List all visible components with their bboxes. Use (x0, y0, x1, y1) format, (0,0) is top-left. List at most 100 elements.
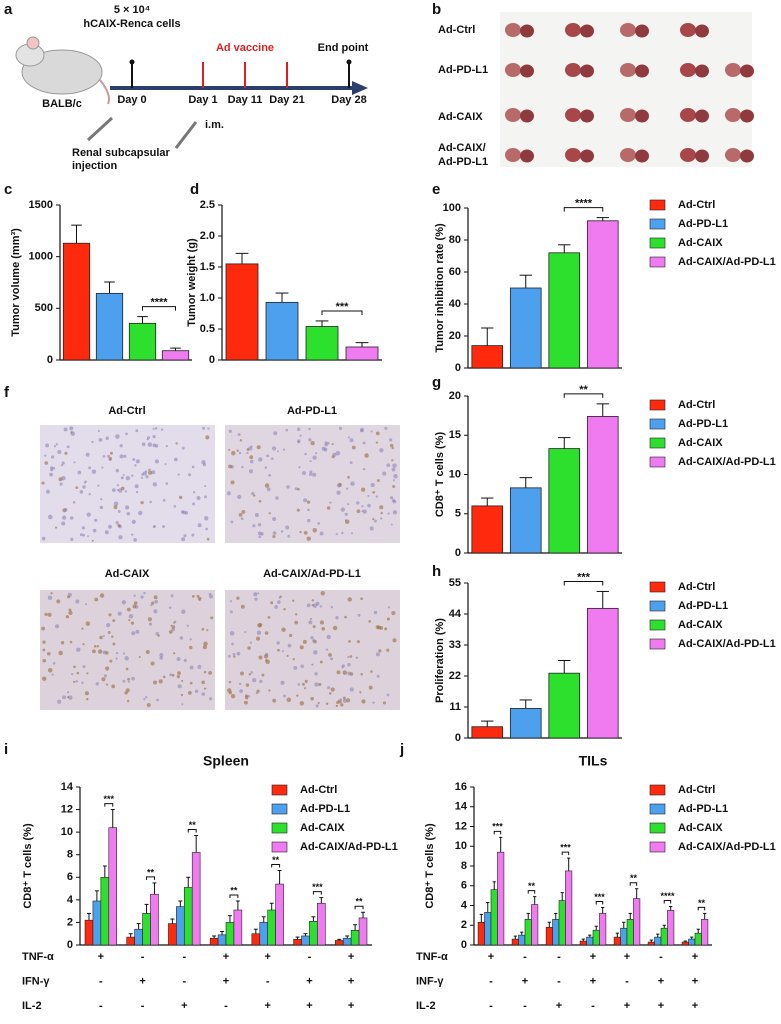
condition-value: - (557, 951, 561, 963)
stain-dot (332, 452, 337, 457)
stain-dot (63, 427, 68, 432)
stain-dot (272, 534, 276, 539)
stain-dot (115, 657, 118, 660)
stain-dot (152, 427, 155, 430)
condition-value: + (223, 951, 229, 963)
stain-dot (320, 591, 325, 596)
stain-dot (186, 624, 189, 627)
significance-bracket (229, 894, 239, 898)
stain-dot (372, 490, 376, 494)
stain-dot (321, 626, 326, 631)
significance-bracket (629, 882, 638, 886)
significance-bracket (271, 864, 281, 868)
y-axis-label: CD8⁺ T cells (%) (424, 823, 436, 909)
condition-name: INF-γ (416, 975, 444, 987)
stain-dot (85, 452, 90, 457)
stain-dot (368, 685, 373, 690)
legend-label: Ad-Ctrl (678, 581, 715, 593)
y-tick-label: 6 (461, 880, 467, 892)
bar (309, 920, 318, 946)
stain-dot (355, 656, 359, 659)
stain-dot (335, 450, 341, 456)
stain-dot (102, 634, 105, 638)
stain-dot (201, 680, 205, 685)
y-tick-label: 8 (67, 849, 73, 861)
stain-dot (47, 667, 53, 673)
legend-swatch (649, 456, 666, 468)
stain-dot (128, 614, 134, 619)
bar (358, 917, 368, 946)
stain-dot (252, 677, 257, 683)
strain: BALB/c (42, 98, 82, 110)
stain-dot (382, 471, 387, 476)
stain-dot (314, 682, 319, 687)
tumor (725, 63, 741, 77)
stain-dot (351, 445, 356, 450)
stain-dot (77, 470, 82, 475)
stain-dot (91, 539, 94, 542)
stain-dot (203, 687, 207, 690)
stain-dot (335, 704, 339, 708)
stain-dot (67, 696, 70, 699)
stain-dot (327, 686, 331, 690)
stain-dot (179, 636, 184, 640)
stain-dot (319, 605, 322, 608)
stain-dot (367, 494, 370, 497)
significance-bracket (563, 580, 604, 586)
stain-dot (256, 445, 261, 450)
stain-dot (282, 448, 286, 451)
significance-bracket (146, 876, 155, 880)
y-tick-label: 15 (449, 429, 461, 441)
stain-dot (126, 699, 130, 703)
significance-label: ** (272, 855, 280, 865)
stain-dot (175, 442, 178, 445)
stain-dot (277, 648, 280, 652)
condition-value: + (348, 975, 354, 987)
stain-dot (296, 508, 300, 512)
legend-swatch (649, 841, 666, 853)
y-tick-label: 10 (449, 468, 461, 480)
stain-dot (171, 627, 176, 632)
stain-dot (283, 694, 287, 698)
stain-dot (308, 472, 313, 476)
stain-dot (375, 441, 379, 444)
legend-swatch (271, 822, 288, 834)
significance-bracket (527, 890, 536, 894)
stain-dot (135, 629, 140, 634)
stain-dot (241, 465, 244, 469)
stain-dot (73, 665, 76, 669)
stain-dot (72, 501, 76, 504)
stain-dot (196, 594, 200, 598)
stain-dot (376, 674, 380, 678)
stain-dot (386, 648, 390, 652)
stain-dot (150, 661, 155, 666)
bar (267, 909, 276, 946)
stain-dot (125, 505, 130, 510)
tumor (565, 23, 581, 37)
stain-dot (117, 524, 121, 528)
bar (548, 448, 581, 554)
condition-value: + (590, 951, 596, 963)
legend-label: Ad-CAIX/Ad-PD-L1 (678, 841, 776, 853)
stain-dot (375, 652, 380, 657)
stain-dot (360, 487, 366, 492)
stain-dot (239, 439, 243, 442)
stain-dot (125, 432, 128, 436)
stain-dot (258, 623, 263, 627)
stain-dot (270, 601, 274, 605)
stain-dot (302, 639, 307, 644)
stain-dot (301, 470, 307, 476)
panel-label: g (432, 374, 441, 391)
stain-dot (303, 531, 308, 535)
stain-dot (147, 470, 153, 475)
condition-value: - (266, 975, 270, 987)
stain-dot (82, 643, 85, 646)
stain-dot (194, 689, 199, 693)
bar (620, 927, 628, 946)
stain-dot (330, 657, 334, 661)
stain-dot (120, 476, 124, 480)
stain-dot (189, 638, 192, 641)
stain-dot (210, 616, 214, 620)
stain-dot (61, 515, 67, 520)
y-tick-label: 14 (455, 801, 468, 813)
